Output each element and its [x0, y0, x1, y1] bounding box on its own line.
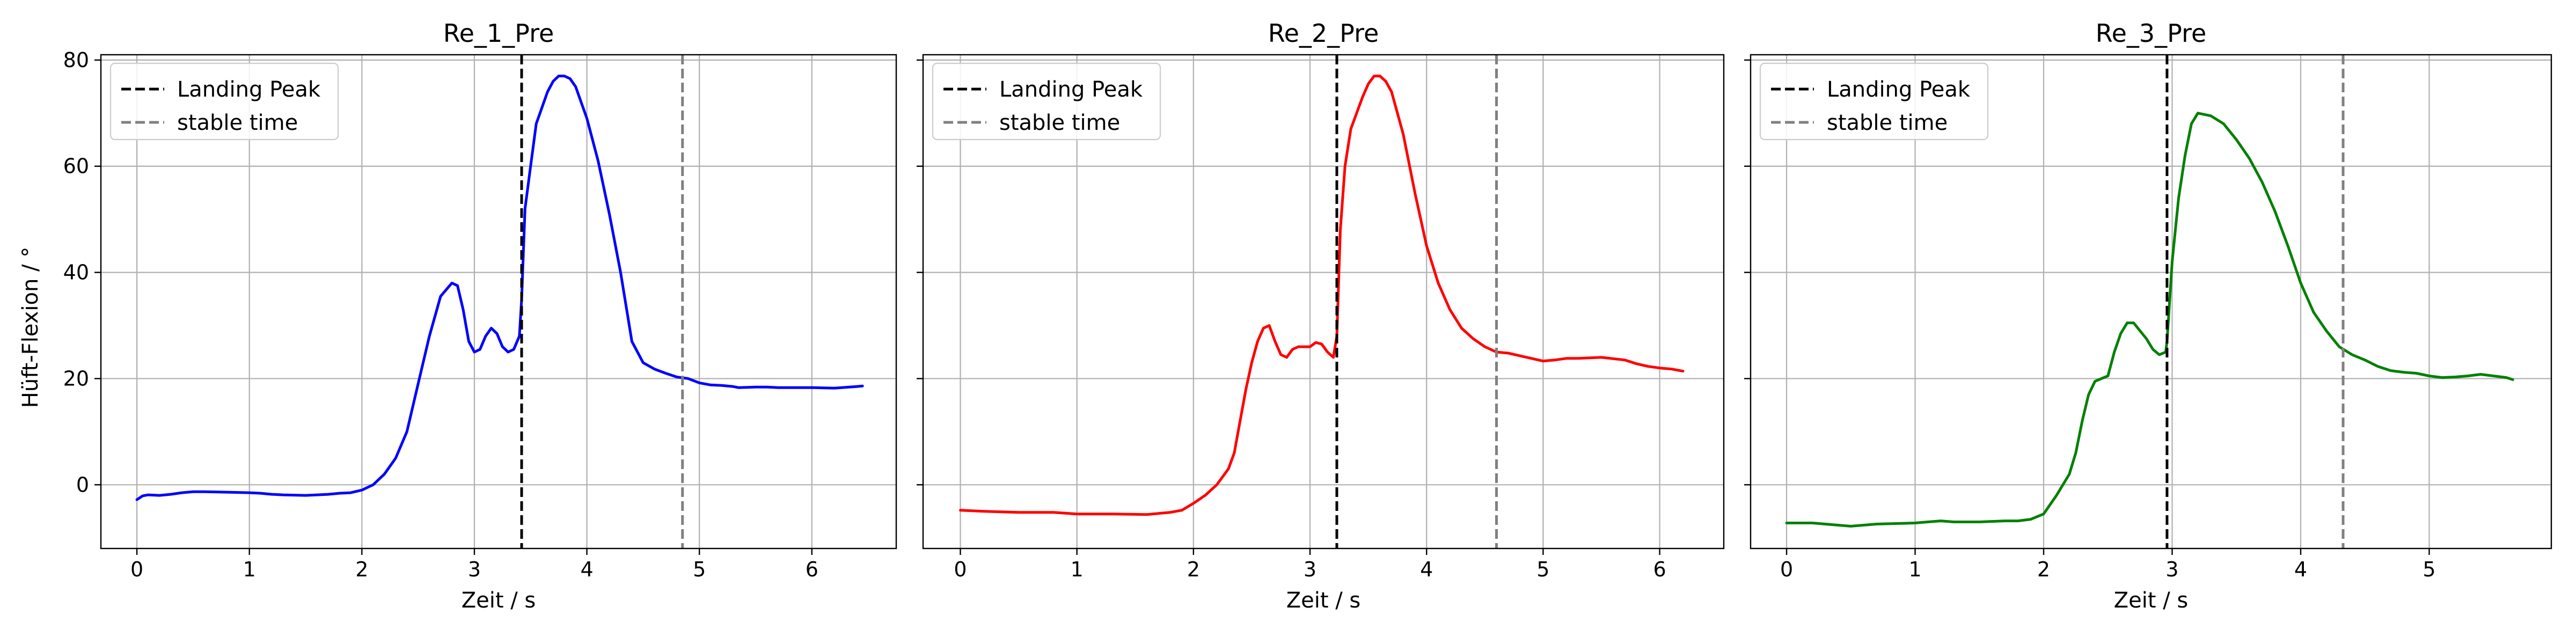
series-line [135, 75, 864, 501]
series-line [1785, 112, 2514, 528]
legend-stable-label: stable time [999, 111, 1120, 135]
y-tick-label: 20 [63, 367, 89, 390]
axes-frame [100, 54, 897, 550]
x-tick-label: 6 [1653, 558, 1666, 581]
panel-title: Re_3_Pre [2096, 19, 2207, 48]
x-tick-label: 4 [2294, 558, 2307, 581]
x-axis-label: Zeit / s [2114, 588, 2189, 613]
x-tick-label: 3 [468, 558, 481, 581]
axes-frame [1750, 54, 2552, 550]
x-tick-label: 3 [1304, 558, 1316, 581]
legend-landing-label: Landing Peak [999, 77, 1143, 102]
x-tick-label: 2 [1187, 558, 1200, 581]
y-tick-label: 60 [63, 155, 89, 178]
legend: Landing Peak stable time [1759, 62, 1989, 141]
x-tick-label: 0 [1780, 558, 1793, 581]
legend-box [109, 62, 339, 141]
legend-box [1759, 62, 1989, 141]
x-tick-label: 3 [2165, 558, 2178, 581]
x-tick-label: 5 [1536, 558, 1549, 581]
legend-stable-label: stable time [1827, 111, 1948, 135]
y-tick-label: 0 [76, 473, 89, 496]
y-tick-label: 80 [63, 48, 89, 72]
x-tick-label: 2 [355, 558, 368, 581]
panel-title: Re_1_Pre [443, 19, 554, 48]
legend-stable-label: stable time [177, 111, 298, 135]
axes-frame [922, 54, 1725, 550]
x-tick-label: 1 [1071, 558, 1084, 581]
panel-title: Re_2_Pre [1268, 19, 1379, 48]
x-tick-label: 0 [130, 558, 143, 581]
y-tick-label: 40 [63, 261, 89, 284]
x-tick-label: 1 [1908, 558, 1921, 581]
x-tick-label: 6 [806, 558, 818, 581]
legend-landing-label: Landing Peak [177, 77, 321, 102]
x-tick-label: 2 [2037, 558, 2050, 581]
x-axis-label: Zeit / s [1286, 588, 1361, 613]
x-tick-label: 5 [693, 558, 706, 581]
x-tick-label: 5 [2423, 558, 2435, 581]
x-tick-label: 4 [580, 558, 593, 581]
legend-landing-label: Landing Peak [1827, 77, 1971, 102]
x-tick-label: 1 [243, 558, 256, 581]
x-tick-label: 4 [1420, 558, 1433, 581]
legend: Landing Peak stable time [932, 62, 1161, 141]
series-line [959, 75, 1685, 516]
panel-3: 0 1 2 3 4 5 Re_3_Pre Zeit / s Landing Peak stable… [1744, 19, 2552, 613]
y-axis-label: Hüft-Flexion / ° [18, 247, 43, 408]
x-tick-label: 0 [954, 558, 967, 581]
legend-box [932, 62, 1161, 141]
x-axis-label: Zeit / s [462, 588, 536, 613]
panel-2: 0 1 2 3 4 5 6 Re_2_Pre Zeit / s Landing Peak stabl… [917, 19, 1725, 613]
legend: Landing Peak stable time [109, 62, 339, 141]
